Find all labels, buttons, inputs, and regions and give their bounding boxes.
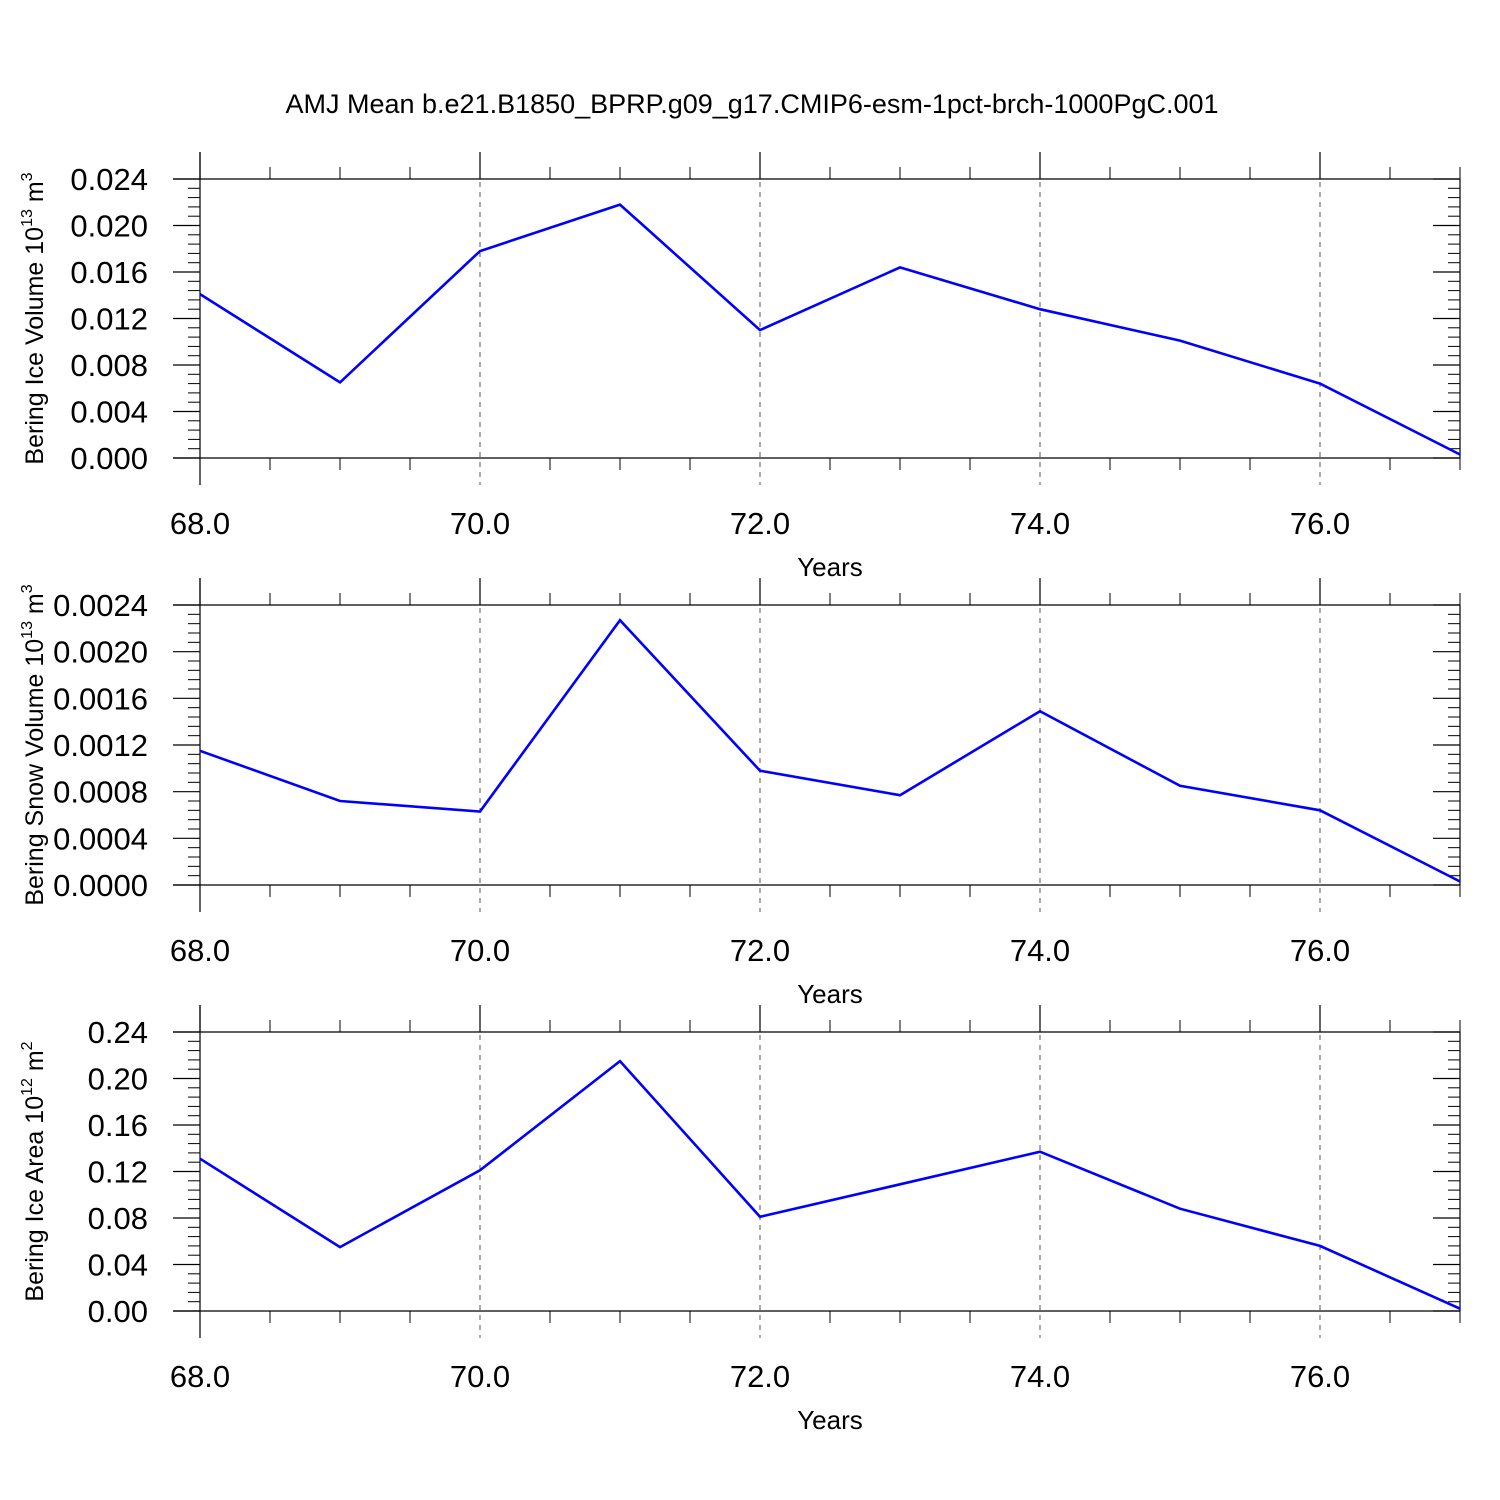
x-tick-label: 72.0 — [730, 506, 790, 541]
y-tick-label: 0.04 — [88, 1248, 148, 1283]
series-line — [199, 1059, 1461, 1310]
x-tick-label: 76.0 — [1290, 506, 1350, 541]
y-tick-label: 0.24 — [88, 1015, 148, 1050]
y-axis-label-text: Bering Ice Area 10 — [21, 1096, 49, 1302]
x-tick-label: 72.0 — [730, 1359, 790, 1394]
panels: 0.000 0.004 0.008 0.012 0.016 0.020 0.024 68.0 7… — [19, 152, 1461, 1435]
y-axis-label-unit-exponent: 2 — [19, 1041, 36, 1050]
y-tick-label: 0.12 — [88, 1155, 148, 1190]
panel-1: 0.000 0.004 0.008 0.012 0.016 0.020 0.024 68.0 7… — [19, 152, 1461, 582]
y-tick-label: 0.00 — [88, 1294, 148, 1329]
y-tick-label: 0.004 — [70, 395, 148, 430]
panel-3: 0.00 0.04 0.08 0.12 0.16 0.20 0.24 68.0 70.0 72.0… — [19, 1005, 1461, 1435]
y-axis-label-exponent: 13 — [19, 621, 36, 639]
y-tick-label: 0.012 — [70, 302, 148, 337]
x-tick-label: 74.0 — [1010, 933, 1070, 968]
y-axis-label-exponent: 13 — [19, 209, 36, 227]
x-axis-label: Years — [797, 552, 863, 582]
y-tick-label: 0.0012 — [53, 728, 148, 763]
x-tick-label: 76.0 — [1290, 933, 1350, 968]
y-axis-label-unit: m — [21, 1050, 49, 1078]
y-tick-label: 0.016 — [70, 255, 148, 290]
y-tick-label: 0.08 — [88, 1201, 148, 1236]
x-axis-label: Years — [797, 979, 863, 1009]
y-tick-label: 0.020 — [70, 209, 148, 244]
x-tick-label: 70.0 — [450, 1359, 510, 1394]
y-tick-label: 0.0000 — [53, 868, 148, 903]
y-tick-label: 0.0024 — [53, 588, 148, 623]
x-tick-label: 76.0 — [1290, 1359, 1350, 1394]
y-tick-label: 0.16 — [88, 1108, 148, 1143]
y-axis-label-exponent: 12 — [19, 1078, 36, 1096]
y-axis-label: Bering Ice Volume 1013 m3 — [19, 172, 49, 464]
y-tick-label: 0.0004 — [53, 821, 148, 856]
y-axis-label-unit-exponent: 3 — [19, 172, 36, 181]
x-tick-label: 74.0 — [1010, 506, 1070, 541]
y-tick-label: 0.000 — [70, 441, 148, 476]
y-axis-label-unit: m — [21, 181, 49, 209]
series-line — [199, 203, 1461, 456]
y-tick-label: 0.0020 — [53, 635, 148, 670]
y-tick-label: 0.0016 — [53, 681, 148, 716]
y-axis-label: Bering Ice Area 1012 m2 — [19, 1041, 49, 1301]
y-tick-label: 0.024 — [70, 162, 148, 197]
y-tick-label: 0.008 — [70, 348, 148, 383]
x-tick-label: 68.0 — [170, 933, 230, 968]
y-axis-label-unit-exponent: 3 — [19, 584, 36, 593]
x-tick-label: 68.0 — [170, 506, 230, 541]
series-line — [199, 618, 1461, 883]
x-tick-label: 74.0 — [1010, 1359, 1070, 1394]
y-tick-label: 0.20 — [88, 1062, 148, 1097]
y-axis-label: Bering Snow Volume 1013 m3 — [19, 584, 49, 905]
panel-2: 0.0000 0.0004 0.0008 0.0012 0.0016 0.0020 0.00… — [19, 578, 1461, 1009]
chart-title: AMJ Mean b.e21.B1850_BPRP.g09_g17.CMIP6-… — [285, 89, 1218, 119]
y-axis-label-unit: m — [21, 593, 49, 621]
y-axis-label-text: Bering Snow Volume 10 — [21, 639, 49, 906]
x-tick-label: 70.0 — [450, 506, 510, 541]
y-tick-label: 0.0008 — [53, 775, 148, 810]
x-tick-label: 72.0 — [730, 933, 790, 968]
x-tick-label: 70.0 — [450, 933, 510, 968]
y-axis-label-text: Bering Ice Volume 10 — [21, 227, 49, 465]
x-axis-label: Years — [797, 1405, 863, 1435]
x-tick-label: 68.0 — [170, 1359, 230, 1394]
